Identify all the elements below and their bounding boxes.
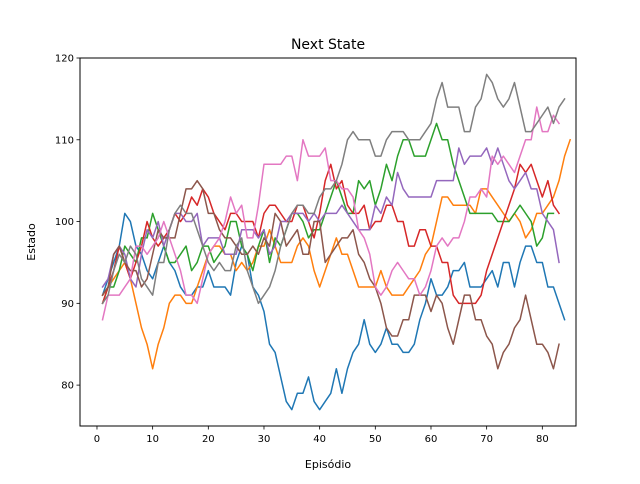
y-tick-label: 90: [61, 299, 74, 310]
x-tick-label: 40: [313, 434, 326, 445]
series-layer: [101, 73, 572, 411]
x-tick-label: 30: [258, 434, 271, 445]
y-tick-label: 80: [61, 381, 74, 392]
x-tick-label: 60: [425, 434, 438, 445]
x-tick-label: 0: [94, 434, 100, 445]
y-tick-label: 100: [55, 217, 74, 228]
x-tick-label: 10: [146, 434, 159, 445]
series-line-1: [101, 212, 566, 411]
plot-frame: [79, 57, 577, 427]
x-tick-label: 20: [202, 434, 215, 445]
y-axis: 80 90 100 110 120: [55, 54, 80, 392]
y-axis-label: Estado: [25, 223, 38, 261]
series-line-8: [101, 73, 566, 305]
chart-title: Next State: [291, 37, 365, 53]
x-tick-label: 80: [536, 434, 549, 445]
x-tick-label: 70: [480, 434, 493, 445]
y-tick-label: 110: [55, 135, 74, 146]
x-axis: 0 10 20 30 40 50 60 70 80: [94, 426, 549, 445]
x-axis-label: Episódio: [305, 458, 351, 471]
series-line-3: [101, 122, 555, 305]
series-line-2: [101, 138, 572, 370]
series-line-7: [101, 106, 561, 321]
series-line-5: [101, 147, 560, 289]
x-tick-label: 50: [369, 434, 382, 445]
y-tick-label: 120: [55, 54, 74, 65]
series-line-6: [101, 179, 560, 370]
